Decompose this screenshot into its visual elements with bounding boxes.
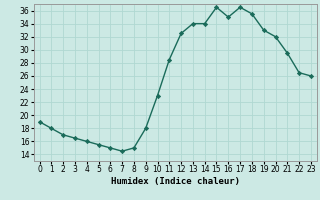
X-axis label: Humidex (Indice chaleur): Humidex (Indice chaleur) <box>111 177 240 186</box>
